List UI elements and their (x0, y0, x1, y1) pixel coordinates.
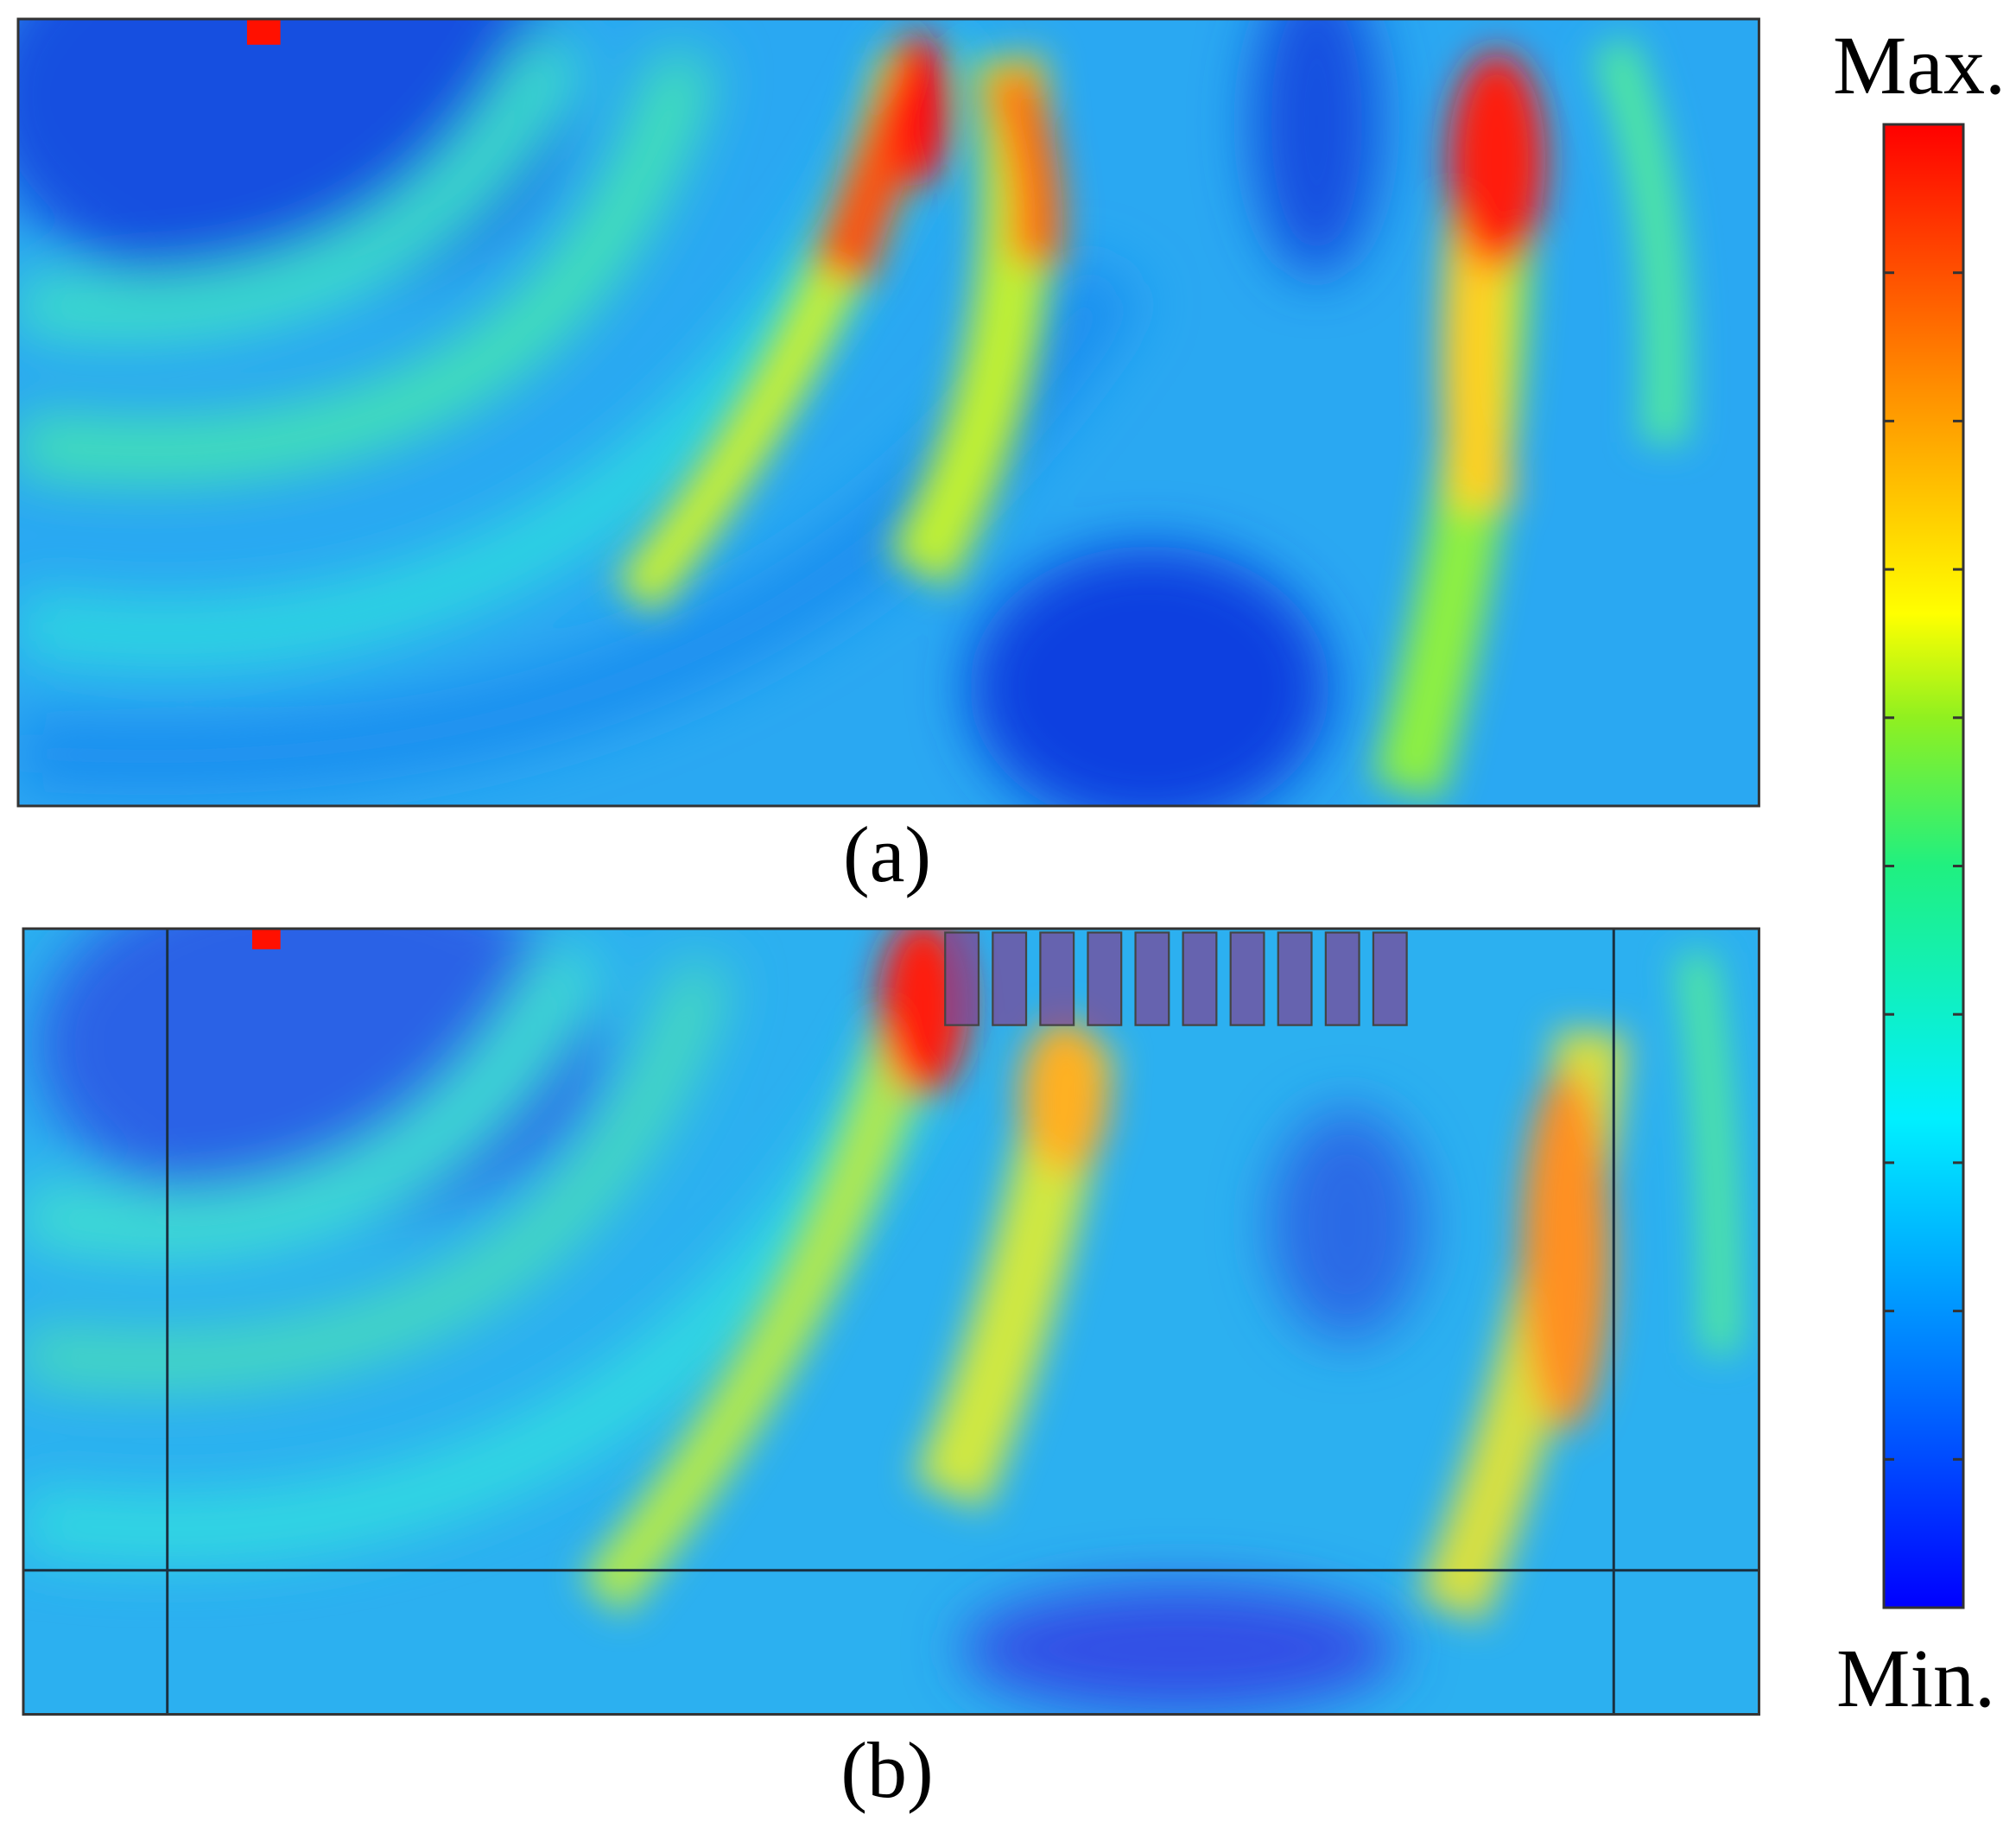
colorbar-ticks (1884, 271, 1963, 1461)
colorbar-max-label: Max. (1833, 19, 2006, 111)
region-lines (23, 929, 1759, 1715)
array-elements (944, 931, 1408, 1026)
colorbar (1882, 123, 1965, 1609)
panel-b-field (22, 927, 1760, 1716)
panel-label: (a) (843, 810, 931, 898)
panel-a-field (16, 17, 1760, 808)
panel-label: (b) (840, 1726, 933, 1814)
colorbar-min-label: Min. (1836, 1632, 1995, 1724)
